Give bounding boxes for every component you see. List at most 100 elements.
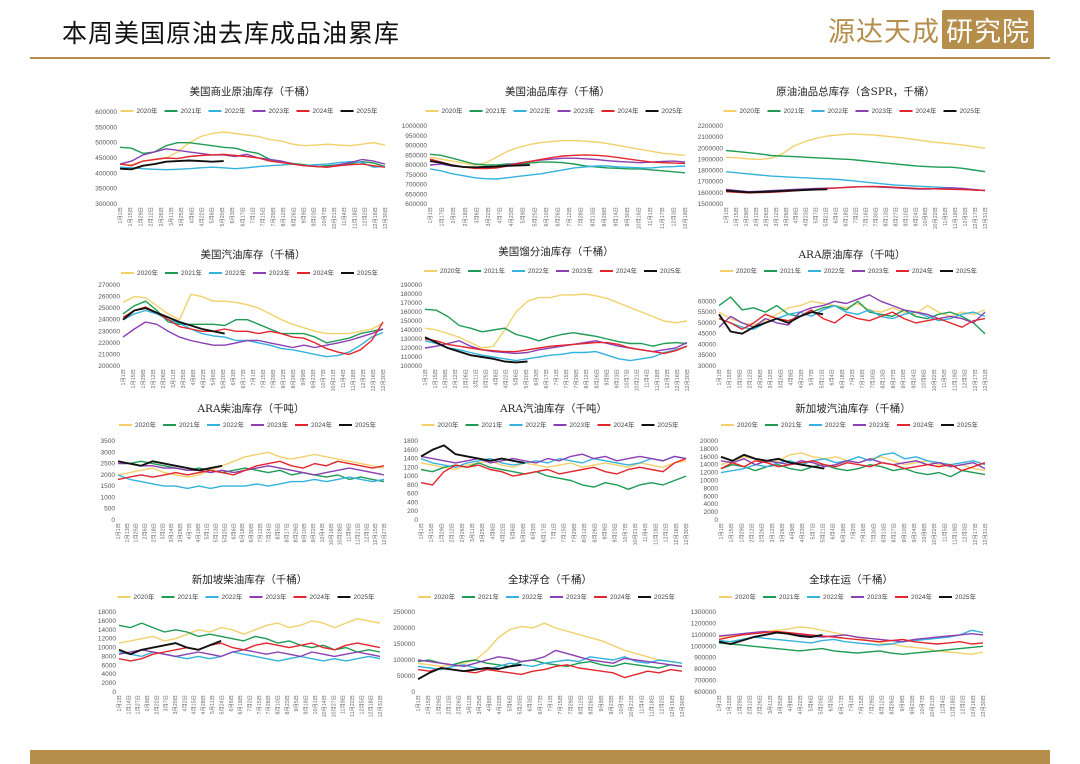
y-tick-label: 260000 [98, 294, 120, 301]
page-title: 本周美国原油去库成品油累库 [62, 19, 401, 48]
x-tick-label: 5月1日 [204, 523, 211, 540]
y-tick-label: 50000 [698, 320, 716, 327]
x-tick-label: 2月6日 [142, 523, 149, 540]
x-tick-label: 4月28日 [200, 695, 207, 714]
y-tick-label: 230000 [98, 328, 120, 335]
x-tick-label: 12月2日 [663, 523, 670, 542]
x-tick-label: 7月16日 [862, 207, 869, 226]
y-tick-label: 270000 [98, 282, 120, 289]
legend-label: 2020年 [740, 106, 761, 115]
y-tick-label: 400 [407, 499, 418, 506]
chart-title: ARA原油库存（千吨） [797, 248, 905, 261]
y-tick-label: 130000 [400, 336, 422, 343]
y-tick-label: 190000 [400, 282, 422, 289]
x-tick-label: 5月7日 [808, 369, 815, 386]
chart-title: 美国油品库存（千桶） [505, 85, 610, 98]
legend-label: 2024年 [916, 106, 937, 115]
x-tick-label: 6月4日 [833, 207, 840, 224]
y-tick-label: 20000 [700, 438, 718, 445]
y-tick-label: 60000 [698, 298, 716, 305]
x-tick-label: 9月9日 [603, 369, 610, 386]
x-tick-label: 10月27日 [330, 695, 337, 717]
x-tick-label: 1月1日 [716, 695, 723, 712]
x-tick-label: 10月1日 [312, 695, 319, 714]
x-tick-label: 12月18日 [368, 695, 375, 717]
y-tick-label: 170000 [400, 300, 422, 307]
x-tick-label: 2月12日 [753, 207, 760, 226]
x-tick-label: 5月6日 [506, 695, 513, 712]
x-tick-label: 4月23日 [798, 369, 805, 388]
x-tick-label: 6月17日 [543, 369, 550, 388]
x-tick-label: 11月4日 [638, 695, 645, 714]
x-tick-label: 1月15日 [425, 695, 432, 714]
x-tick-label: 2月12日 [747, 369, 754, 388]
x-tick-label: 10月21日 [632, 523, 639, 545]
x-tick-label: 11月18日 [950, 695, 957, 717]
y-tick-label: 1000000 [691, 643, 717, 650]
y-tick-label: 10000 [98, 645, 116, 652]
x-tick-label: 12月19日 [682, 207, 689, 229]
legend-label: 2021年 [484, 266, 505, 275]
x-tick-label: 8月12日 [577, 695, 584, 714]
x-tick-label: 1月1日 [115, 523, 122, 540]
y-tick-label: 900000 [694, 655, 716, 662]
x-tick-label: 9月23日 [613, 369, 620, 388]
legend-label: 2022年 [223, 420, 244, 429]
legend-label: 2025年 [662, 106, 683, 115]
x-tick-label: 4月7日 [497, 207, 504, 224]
x-tick-label: 5月21日 [823, 207, 830, 226]
legend-label: 2022年 [225, 268, 246, 277]
x-tick-label: 7月16日 [860, 523, 867, 542]
x-tick-label: 10月14日 [321, 695, 328, 717]
x-tick-label: 7月2日 [247, 695, 254, 712]
x-tick-label: 5月6日 [210, 369, 217, 386]
x-tick-label: 2月12日 [150, 369, 157, 388]
x-tick-label: 11月9日 [340, 695, 347, 714]
series-line [424, 336, 528, 364]
chart-panel: 美国馏分油库存（千桶） 2020年 2021年 2022年 2023年 2024年 2025… [400, 245, 691, 391]
series-line [720, 453, 825, 470]
x-tick-label: 8月26日 [591, 523, 598, 542]
x-tick-label: 1月15日 [127, 207, 134, 226]
y-tick-label: 18000 [98, 609, 116, 616]
x-tick-label: 2月26日 [158, 207, 165, 226]
x-tick-label: 6月10日 [543, 207, 550, 226]
x-tick-label: 10月16日 [636, 207, 643, 229]
x-tick-label: 6月17日 [239, 207, 246, 226]
x-tick-label: 7月1日 [848, 695, 855, 712]
series-line [424, 340, 688, 362]
x-tick-label: 4月22日 [500, 523, 507, 542]
x-tick-label: 2月26日 [456, 695, 463, 714]
chart-title: 美国商业原油库存（千桶） [190, 85, 316, 98]
x-tick-label: 2月12日 [748, 523, 755, 542]
x-tick-label: 7月30日 [869, 369, 876, 388]
series-line [420, 453, 687, 464]
x-tick-label: 3月11日 [170, 369, 177, 388]
x-tick-label: 10月22日 [931, 523, 938, 545]
series-line [424, 293, 688, 349]
y-tick-label: 1200 [404, 464, 419, 471]
header-rule [30, 57, 1050, 59]
x-tick-label: 6月17日 [540, 523, 547, 542]
series-line [424, 338, 688, 355]
x-tick-label: 1月15日 [726, 695, 733, 714]
series-line [119, 159, 224, 171]
legend-label: 2020年 [438, 420, 459, 429]
x-tick-label: 11月4日 [340, 369, 347, 388]
x-tick-label: 2月12日 [449, 523, 456, 542]
legend-label: 2023年 [266, 592, 287, 601]
x-tick-label: 12月3日 [962, 523, 969, 542]
x-tick-label: 1月29日 [442, 369, 449, 388]
legend-label: 2023年 [872, 106, 893, 115]
series-line [119, 153, 386, 168]
x-tick-label: 5月13日 [213, 523, 220, 542]
legend-label: 2025年 [658, 420, 679, 429]
x-tick-label: 3月12日 [769, 523, 776, 542]
x-tick-label: 6月18日 [839, 369, 846, 388]
x-tick-label: 7月28日 [578, 207, 585, 226]
legend-label: 2023年 [869, 420, 890, 429]
series-line [119, 131, 386, 166]
x-tick-label: 5月20日 [517, 695, 524, 714]
x-tick-label: 10月7日 [321, 207, 328, 226]
y-tick-label: 160000 [400, 309, 422, 316]
